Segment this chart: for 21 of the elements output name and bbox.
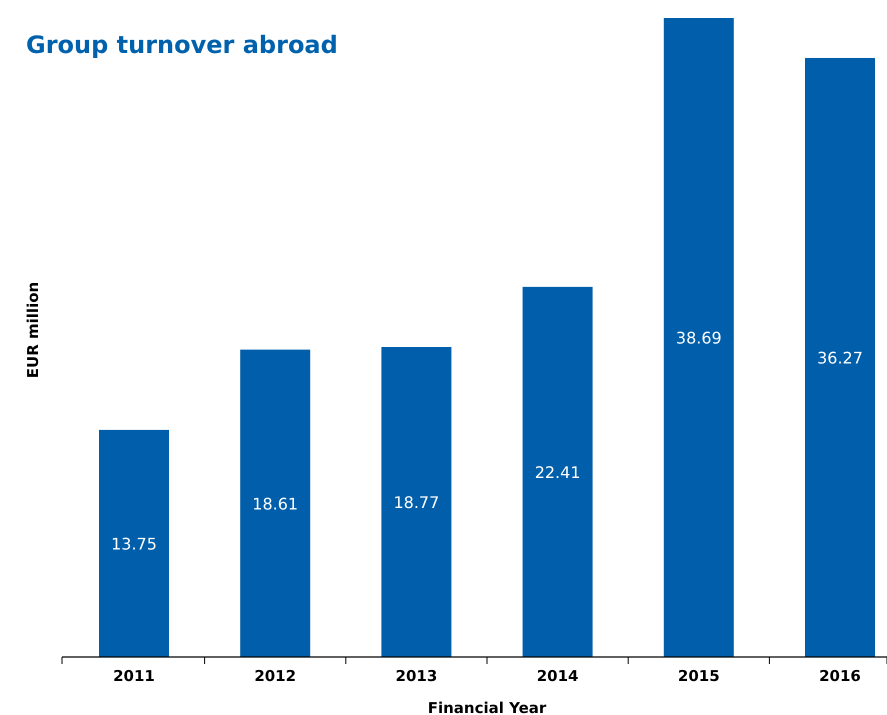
x-tick-label: 2014: [536, 667, 578, 685]
data-label: 22.41: [534, 462, 581, 482]
bar: [805, 58, 875, 657]
x-tick-label: 2015: [678, 667, 720, 685]
data-label: 13.75: [111, 534, 157, 554]
bar: [240, 350, 310, 657]
x-tick-label: 2012: [254, 667, 296, 685]
x-tick-label: 2011: [113, 667, 155, 685]
bar: [99, 430, 169, 657]
data-label: 18.61: [252, 494, 298, 514]
text: Group turnover abroad: [26, 31, 338, 59]
x-axis-title: Financial Year: [428, 699, 547, 715]
x-tick-label: 2013: [396, 667, 438, 685]
bar: [522, 286, 593, 657]
data-label: 36.27: [817, 348, 863, 368]
bar: [381, 346, 452, 657]
data-label: 18.77: [393, 493, 440, 512]
y-axis-title: EUR million: [24, 282, 42, 378]
data-label: 38.69: [676, 328, 722, 348]
bar: [664, 18, 734, 657]
x-tick-label: 2016: [819, 667, 861, 685]
